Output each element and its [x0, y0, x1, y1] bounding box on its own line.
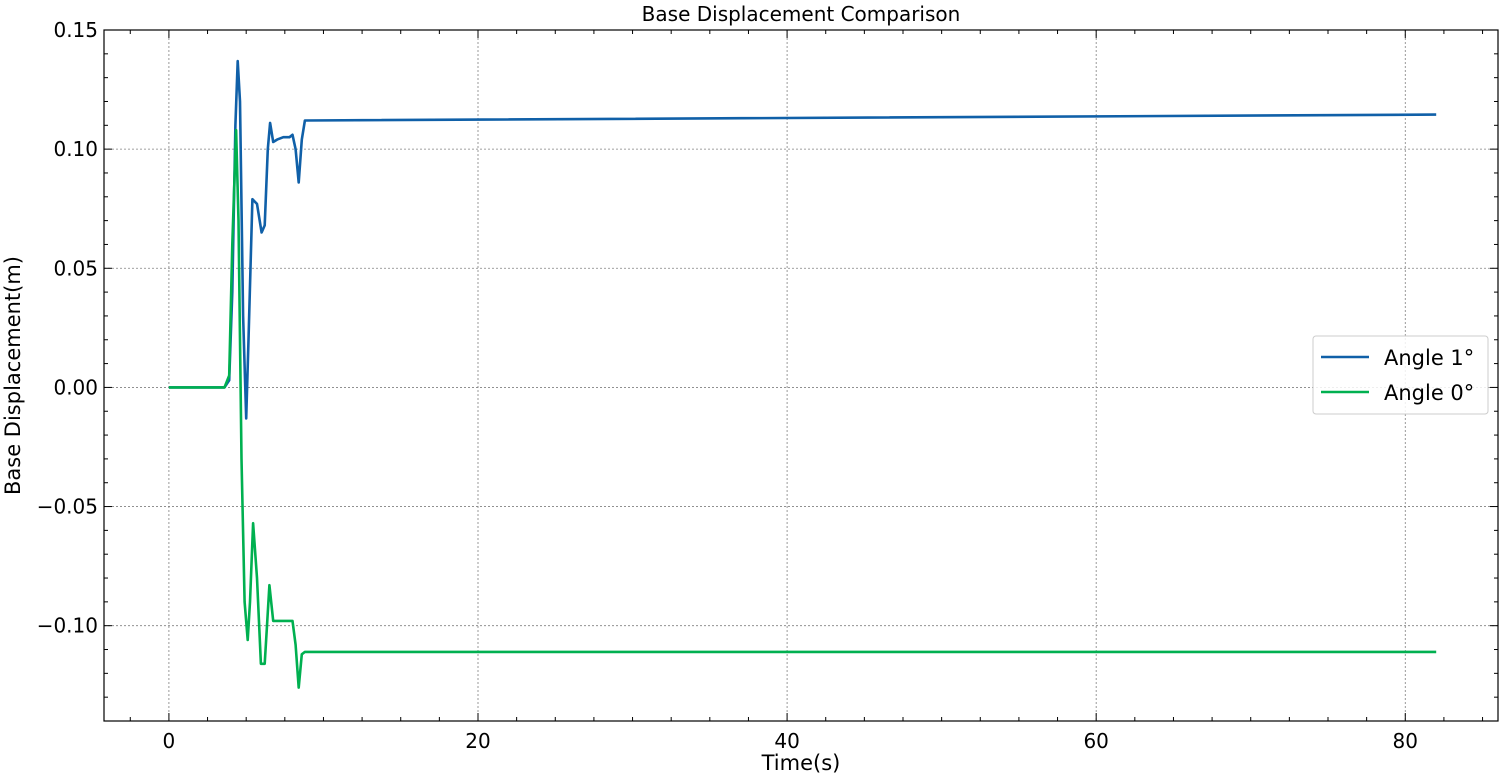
x-tick-label: 80 [1393, 729, 1418, 753]
y-tick-label: 0.00 [53, 375, 98, 399]
x-tick-label: 20 [465, 729, 490, 753]
y-tick-label: −0.05 [37, 495, 98, 519]
y-axis-label: Base Displacement(m) [1, 256, 25, 495]
legend-label: Angle 1° [1384, 346, 1474, 370]
series-line-angle-1 [169, 61, 1436, 418]
x-tick-labels: 0 20 40 60 80 [163, 729, 1418, 753]
series-line-angle-0 [169, 130, 1436, 688]
plot-frame [104, 30, 1498, 721]
chart-title: Base Displacement Comparison [642, 2, 961, 26]
y-tick-label: 0.10 [53, 137, 98, 161]
y-tick-label: 0.15 [53, 18, 98, 42]
axis-ticks [104, 30, 1498, 721]
x-tick-label: 0 [163, 729, 176, 753]
y-tick-label: 0.05 [53, 256, 98, 280]
legend: Angle 1° Angle 0° [1313, 336, 1488, 414]
legend-label: Angle 0° [1384, 381, 1474, 405]
x-tick-label: 40 [774, 729, 799, 753]
grid-lines [104, 30, 1498, 721]
y-tick-labels: 0.15 0.10 0.05 0.00 −0.05 −0.10 [37, 18, 98, 638]
x-tick-label: 60 [1083, 729, 1108, 753]
x-axis-label: Time(s) [761, 751, 841, 775]
series-group [169, 61, 1436, 688]
y-tick-label: −0.10 [37, 614, 98, 638]
